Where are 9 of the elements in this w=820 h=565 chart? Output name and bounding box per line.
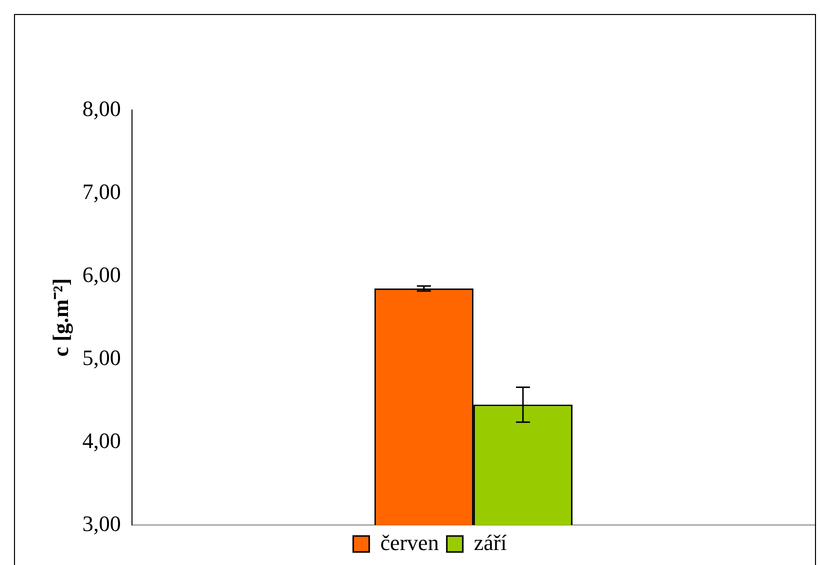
y-tick-label: 8,00 [82, 96, 121, 121]
y-tick-label: 7,00 [82, 178, 121, 204]
y-tick-label: 6,00 [82, 262, 121, 287]
legend-label: září [474, 530, 507, 555]
y-tick-label: 4,00 [82, 428, 121, 453]
y-tick-label: 3,00 [82, 510, 121, 536]
y-tick-label: 5,00 [82, 344, 121, 370]
legend-label: červen [380, 530, 439, 555]
y-axis-title: c [g.m⁻²] [48, 278, 73, 357]
